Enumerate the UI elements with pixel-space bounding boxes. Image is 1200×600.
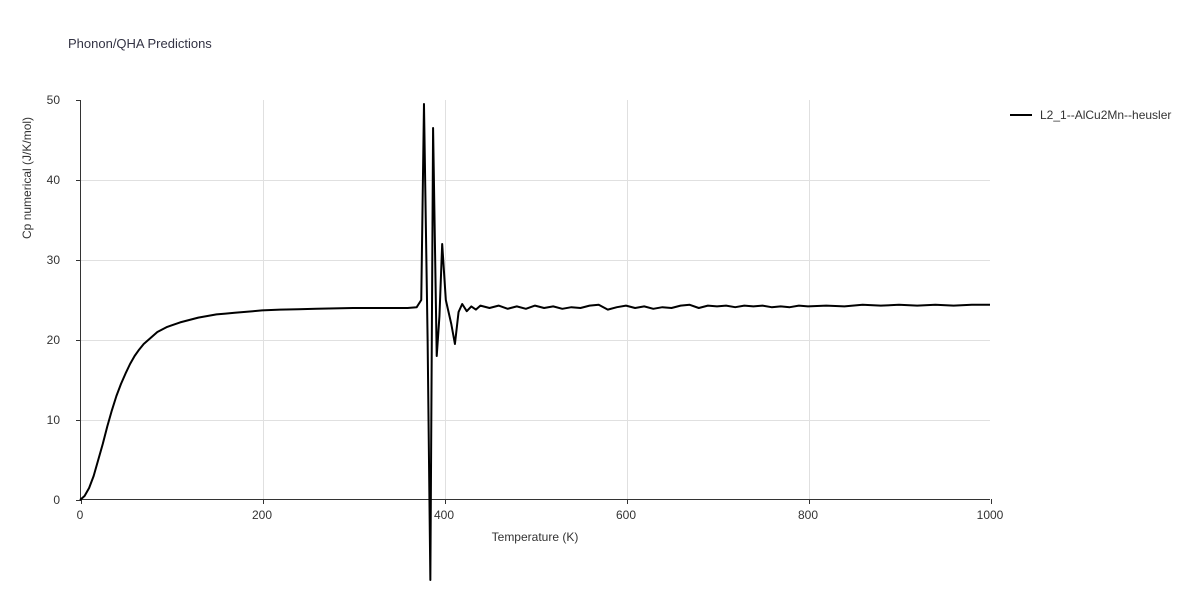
x-tick-label: 0 bbox=[77, 508, 84, 522]
x-tick-label: 200 bbox=[252, 508, 272, 522]
series-line bbox=[80, 104, 990, 580]
legend: L2_1--AlCu2Mn--heusler bbox=[1010, 108, 1171, 122]
x-tick-label: 800 bbox=[798, 508, 818, 522]
x-tick-mark bbox=[991, 499, 992, 504]
x-axis-label: Temperature (K) bbox=[485, 530, 585, 544]
y-tick-label: 50 bbox=[20, 93, 60, 107]
chart-title: Phonon/QHA Predictions bbox=[68, 36, 212, 51]
y-tick-label: 40 bbox=[20, 173, 60, 187]
legend-label: L2_1--AlCu2Mn--heusler bbox=[1040, 108, 1171, 122]
x-tick-label: 400 bbox=[434, 508, 454, 522]
chart-container: Phonon/QHA Predictions Cp numerical (J/K… bbox=[0, 0, 1200, 600]
y-tick-label: 30 bbox=[20, 253, 60, 267]
y-tick-label: 20 bbox=[20, 333, 60, 347]
series-layer bbox=[80, 100, 990, 500]
y-tick-label: 0 bbox=[20, 493, 60, 507]
x-tick-label: 1000 bbox=[977, 508, 1004, 522]
x-tick-label: 600 bbox=[616, 508, 636, 522]
y-tick-label: 10 bbox=[20, 413, 60, 427]
plot-area bbox=[80, 100, 990, 500]
legend-line-icon bbox=[1010, 114, 1032, 116]
